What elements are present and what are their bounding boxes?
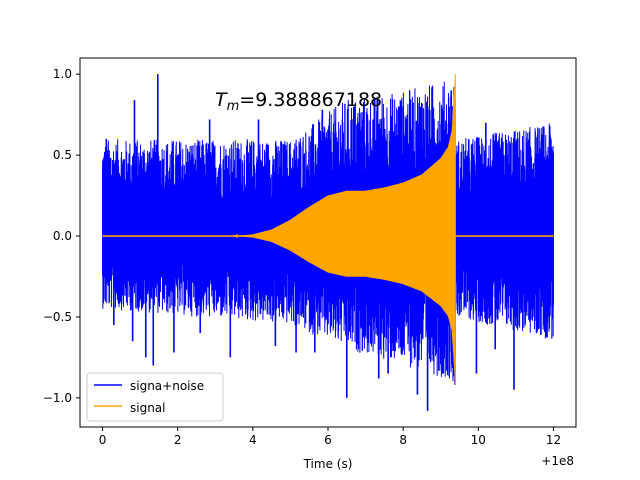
annotation-subscript: m xyxy=(227,99,240,114)
x-tick-label: 10 xyxy=(471,433,486,447)
x-tick-label: 8 xyxy=(399,433,407,447)
x-tick-label: 6 xyxy=(324,433,332,447)
x-tick-label: 0 xyxy=(99,433,107,447)
x-tick-label: 2 xyxy=(174,433,182,447)
y-axis: 1.0 0.5 0.0 −0.5 −1.0 xyxy=(43,67,80,405)
x-axis: 0 2 4 6 8 10 12 xyxy=(99,427,561,447)
signal-series-layer xyxy=(102,74,554,385)
x-tick-label: 4 xyxy=(249,433,257,447)
legend-label-signal: signal xyxy=(130,401,166,415)
y-tick-label: 0.5 xyxy=(53,148,72,162)
merger-time-annotation: Tm=9.388867188 xyxy=(215,89,382,114)
y-tick-label: −1.0 xyxy=(43,391,72,405)
y-tick-label: −0.5 xyxy=(43,310,72,324)
y-tick-label: 0.0 xyxy=(53,229,72,243)
series-line-signal xyxy=(102,74,554,385)
legend: signa+noise signal xyxy=(86,372,224,422)
x-tick-label: 12 xyxy=(546,433,561,447)
annotation-symbol: T xyxy=(215,89,228,111)
y-tick-label: 1.0 xyxy=(53,67,72,81)
annotation-value: =9.388867188 xyxy=(239,89,382,111)
x-offset-label: +1e8 xyxy=(541,454,574,468)
x-axis-label: Time (s) xyxy=(303,457,353,471)
legend-label-signa-noise: signa+noise xyxy=(130,379,204,393)
